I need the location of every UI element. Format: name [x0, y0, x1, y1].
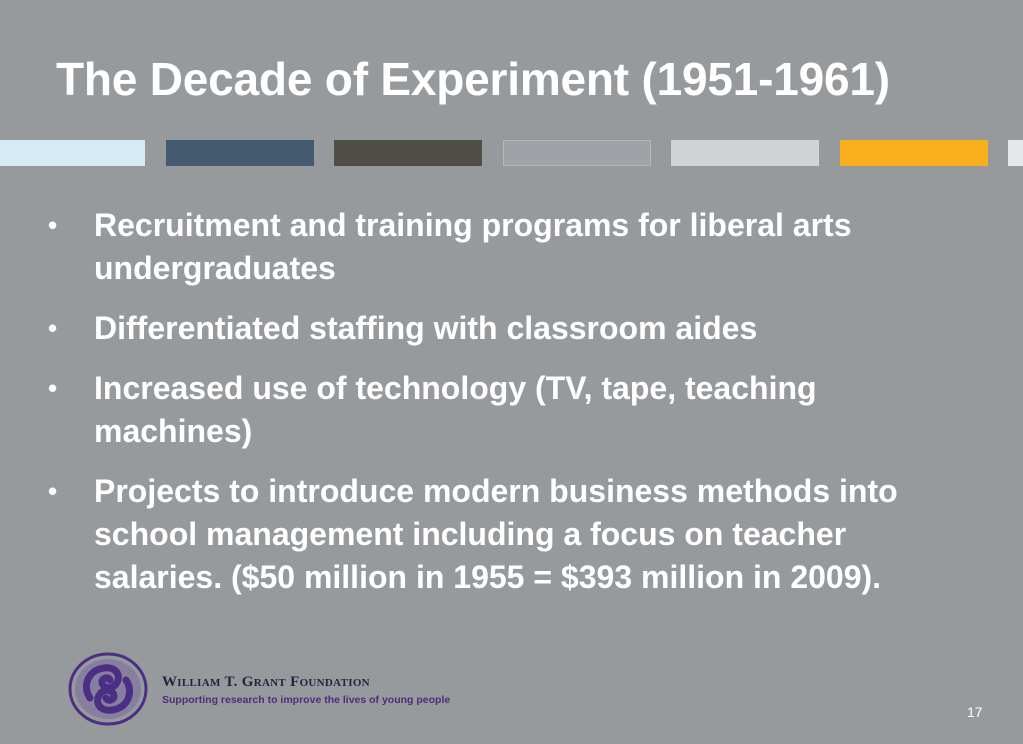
bullet-item: • Differentiated staffing with classroom… [46, 307, 976, 350]
foundation-tagline: Supporting research to improve the lives… [162, 694, 451, 706]
foundation-name: William T. Grant Foundation [162, 674, 370, 690]
color-bar-7 [1008, 140, 1023, 166]
foundation-logo-icon [68, 652, 148, 726]
color-bar-1 [0, 140, 145, 166]
bullet-item: • Increased use of technology (TV, tape,… [46, 367, 976, 453]
bullet-dot: • [48, 373, 58, 403]
bullet-dot: • [48, 313, 58, 343]
bullet-text: Differentiated staffing with classroom a… [94, 310, 758, 346]
color-bar-4 [503, 140, 651, 166]
bullet-text: Projects to introduce modern business me… [94, 473, 898, 595]
bullet-text: Increased use of technology (TV, tape, t… [94, 370, 817, 449]
bullet-list: • Recruitment and training programs for … [46, 204, 976, 616]
bullet-item: • Projects to introduce modern business … [46, 470, 976, 599]
bullet-text: Recruitment and training programs for li… [94, 207, 852, 286]
page-number: 17 [967, 704, 983, 720]
color-bar-6 [840, 140, 988, 166]
color-bar-2 [166, 140, 314, 166]
color-bar-3 [334, 140, 482, 166]
bullet-dot: • [48, 476, 58, 506]
color-bar-5 [671, 140, 819, 166]
bullet-item: • Recruitment and training programs for … [46, 204, 976, 290]
bullet-dot: • [48, 210, 58, 240]
slide-title: The Decade of Experiment (1951-1961) [56, 53, 890, 105]
